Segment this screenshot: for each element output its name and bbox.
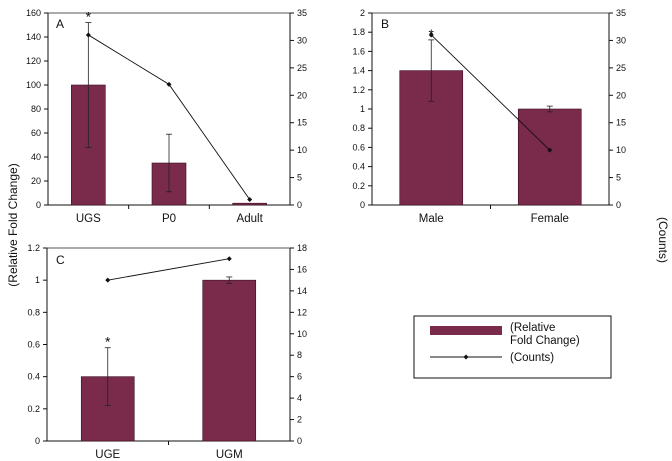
y-tick-label-left: 0.6 <box>27 340 40 350</box>
significance-marker: * <box>86 9 92 25</box>
y-tick-label-left: 160 <box>26 8 41 18</box>
y-tick-label-right: 2 <box>297 415 302 425</box>
counts-line <box>107 258 230 281</box>
y-tick-label-left: 0.4 <box>352 162 365 172</box>
counts-point <box>547 147 553 153</box>
y-tick-label-left: 1 <box>360 104 365 114</box>
x-tick-label: Male <box>419 213 444 225</box>
y-tick-label-right: 18 <box>297 243 307 253</box>
y-tick-label-right: 35 <box>616 8 626 18</box>
y-tick-label-right: 15 <box>616 118 626 128</box>
legend-bar-label-line2: Fold Change) <box>510 335 580 347</box>
y-tick-label-left: 0.6 <box>352 142 365 152</box>
y-tick-label-left: 60 <box>31 128 41 138</box>
y-tick-label-right: 10 <box>297 145 307 155</box>
panel-label: B <box>381 17 389 31</box>
y-tick-label-right: 15 <box>297 118 307 128</box>
y-tick-label-left: 1.4 <box>352 66 365 76</box>
panel-b: 00.20.40.60.811.21.41.61.820510152025303… <box>352 8 626 225</box>
significance-marker: * <box>105 334 111 350</box>
legend: (Relative Fold Change) (Counts) <box>413 315 612 379</box>
y-tick-label-left: 100 <box>26 80 41 90</box>
y-tick-label-right: 5 <box>297 173 302 183</box>
y-tick-label-left: 1.2 <box>27 243 40 253</box>
y-tick-label-left: 0.2 <box>27 404 40 414</box>
y-tick-label-left: 0.2 <box>352 181 365 191</box>
y-tick-label-right: 10 <box>616 145 626 155</box>
y-tick-label-right: 10 <box>297 329 307 339</box>
panel-label: A <box>56 17 64 31</box>
counts-line <box>430 34 551 151</box>
y-axis-label-left: (Relative Fold Change) <box>6 163 20 286</box>
y-tick-label-left: 2 <box>360 8 365 18</box>
y-tick-label-right: 25 <box>616 63 626 73</box>
y-tick-label-left: 40 <box>31 152 41 162</box>
y-tick-label-right: 0 <box>297 200 302 210</box>
y-tick-label-left: 1.6 <box>352 46 365 56</box>
legend-bar-label-line1: (Relative <box>510 322 555 334</box>
y-tick-label-left: 0 <box>360 200 365 210</box>
counts-point <box>226 256 232 262</box>
y-tick-label-left: 20 <box>31 176 41 186</box>
y-tick-label-right: 0 <box>616 200 621 210</box>
x-tick-label: UGM <box>216 449 243 461</box>
legend-line-marker <box>463 354 469 360</box>
legend-bar-swatch <box>430 326 502 335</box>
y-tick-label-right: 5 <box>616 173 621 183</box>
y-tick-label-right: 35 <box>297 8 307 18</box>
bar <box>232 202 267 206</box>
x-tick-label: P0 <box>162 213 176 225</box>
y-tick-label-right: 12 <box>297 307 307 317</box>
y-tick-label-right: 0 <box>297 436 302 446</box>
x-tick-label: Female <box>531 213 569 225</box>
panel-label: C <box>56 253 65 267</box>
counts-point <box>85 32 91 38</box>
y-tick-label-left: 140 <box>26 32 41 42</box>
legend-line-label: (Counts) <box>510 352 554 364</box>
y-tick-label-right: 16 <box>297 264 307 274</box>
y-tick-label-left: 0.8 <box>352 123 365 133</box>
y-tick-label-left: 1 <box>35 275 40 285</box>
y-tick-label-left: 0.4 <box>27 372 40 382</box>
y-tick-label-right: 30 <box>616 35 626 45</box>
y-tick-label-left: 0.8 <box>27 307 40 317</box>
legend-box <box>413 315 612 379</box>
counts-point <box>166 81 172 87</box>
bar <box>202 279 257 442</box>
panel-c: 0 0.2 0.4 0.6 0.8 1 1.2 0 2 4 6 8 10 12 14 16 18 UGE UGM * C <box>27 243 307 461</box>
counts-point <box>247 197 253 203</box>
y-tick-label-left: 1.8 <box>352 27 365 37</box>
counts-point <box>105 277 111 283</box>
y-axis-label-right: (Counts) <box>656 217 670 263</box>
y-tick-label-right: 20 <box>297 90 307 100</box>
x-tick-label: UGS <box>76 213 101 225</box>
y-tick-label-left: 0 <box>36 200 41 210</box>
y-tick-label-left: 0 <box>35 436 40 446</box>
counts-point <box>428 32 434 38</box>
y-tick-label-left: 80 <box>31 104 41 114</box>
y-tick-label-right: 30 <box>297 35 307 45</box>
y-tick-label-right: 25 <box>297 63 307 73</box>
y-tick-label-right: 4 <box>297 393 302 403</box>
y-tick-label-right: 8 <box>297 350 302 360</box>
x-tick-label: Adult <box>237 213 264 225</box>
y-tick-label-right: 6 <box>297 372 302 382</box>
x-tick-label: UGE <box>95 449 120 461</box>
y-tick-label-right: 14 <box>297 286 307 296</box>
y-tick-label-left: 120 <box>26 56 41 66</box>
y-tick-label-right: 20 <box>616 90 626 100</box>
bar <box>517 108 582 206</box>
panel-a: 0 20 40 60 80 100 120 140 160 0 5 10 15 20 25 30 35 UGS P0… <box>26 8 307 225</box>
y-tick-label-left: 1.2 <box>352 85 365 95</box>
